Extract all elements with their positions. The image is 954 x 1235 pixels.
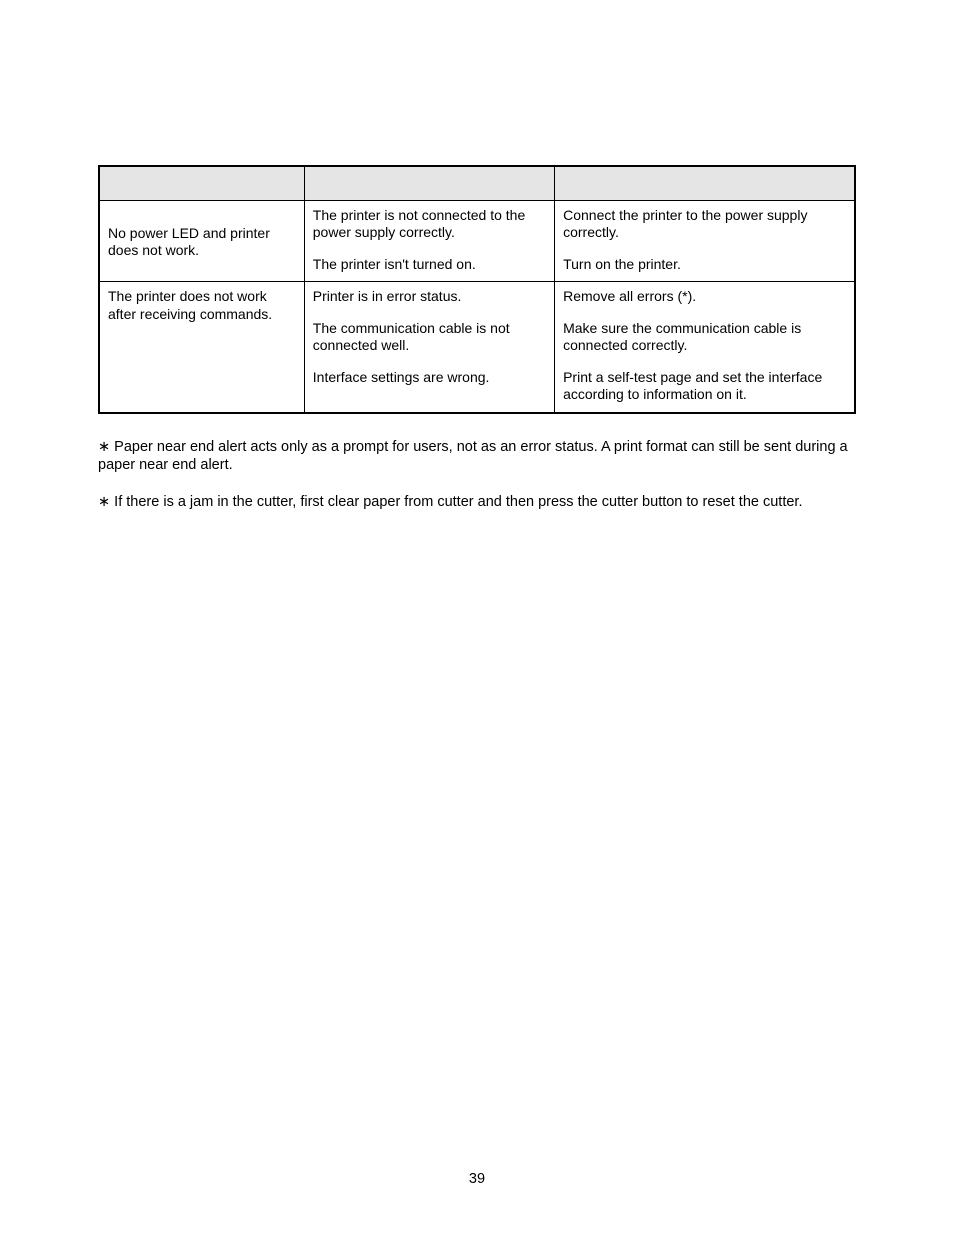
problem-cell: The printer does not work after receivin…: [99, 282, 304, 413]
solution-cell: Remove all errors (*). Make sure the com…: [555, 282, 855, 413]
footnote-text: ∗ If there is a jam in the cutter, first…: [98, 493, 856, 512]
cause-text: The printer isn't turned on.: [313, 256, 546, 274]
table-header-cell: [555, 166, 855, 200]
cause-text: Interface settings are wrong.: [313, 369, 546, 387]
solution-text: Turn on the printer.: [563, 256, 846, 274]
footnotes: ∗ Paper near end alert acts only as a pr…: [98, 438, 856, 513]
page: No power LED and printer does not work. …: [0, 0, 954, 1235]
cause-text: Printer is in error status.: [313, 288, 546, 306]
cause-text: The communication cable is not connected…: [313, 320, 546, 355]
page-number: 39: [0, 1171, 954, 1187]
footnote-text: ∗ Paper near end alert acts only as a pr…: [98, 438, 856, 476]
problem-text: The printer does not work after receivin…: [108, 288, 296, 323]
cause-cell: Printer is in error status. The communic…: [304, 282, 554, 413]
solution-text: Print a self-test page and set the inter…: [563, 369, 846, 404]
cause-cell: The printer is not connected to the powe…: [304, 200, 554, 282]
table-row: No power LED and printer does not work. …: [99, 200, 855, 282]
solution-text: Make sure the communication cable is con…: [563, 320, 846, 355]
table-row: The printer does not work after receivin…: [99, 282, 855, 413]
solution-cell: Connect the printer to the power supply …: [555, 200, 855, 282]
cause-text: The printer is not connected to the powe…: [313, 207, 546, 242]
problem-text: No power LED and printer does not work.: [108, 207, 296, 260]
solution-text: Remove all errors (*).: [563, 288, 846, 306]
table-header-row: [99, 166, 855, 200]
solution-text: Connect the printer to the power supply …: [563, 207, 846, 242]
table-header-cell: [99, 166, 304, 200]
table-header-cell: [304, 166, 554, 200]
troubleshoot-table: No power LED and printer does not work. …: [98, 165, 856, 414]
problem-cell: No power LED and printer does not work.: [99, 200, 304, 282]
